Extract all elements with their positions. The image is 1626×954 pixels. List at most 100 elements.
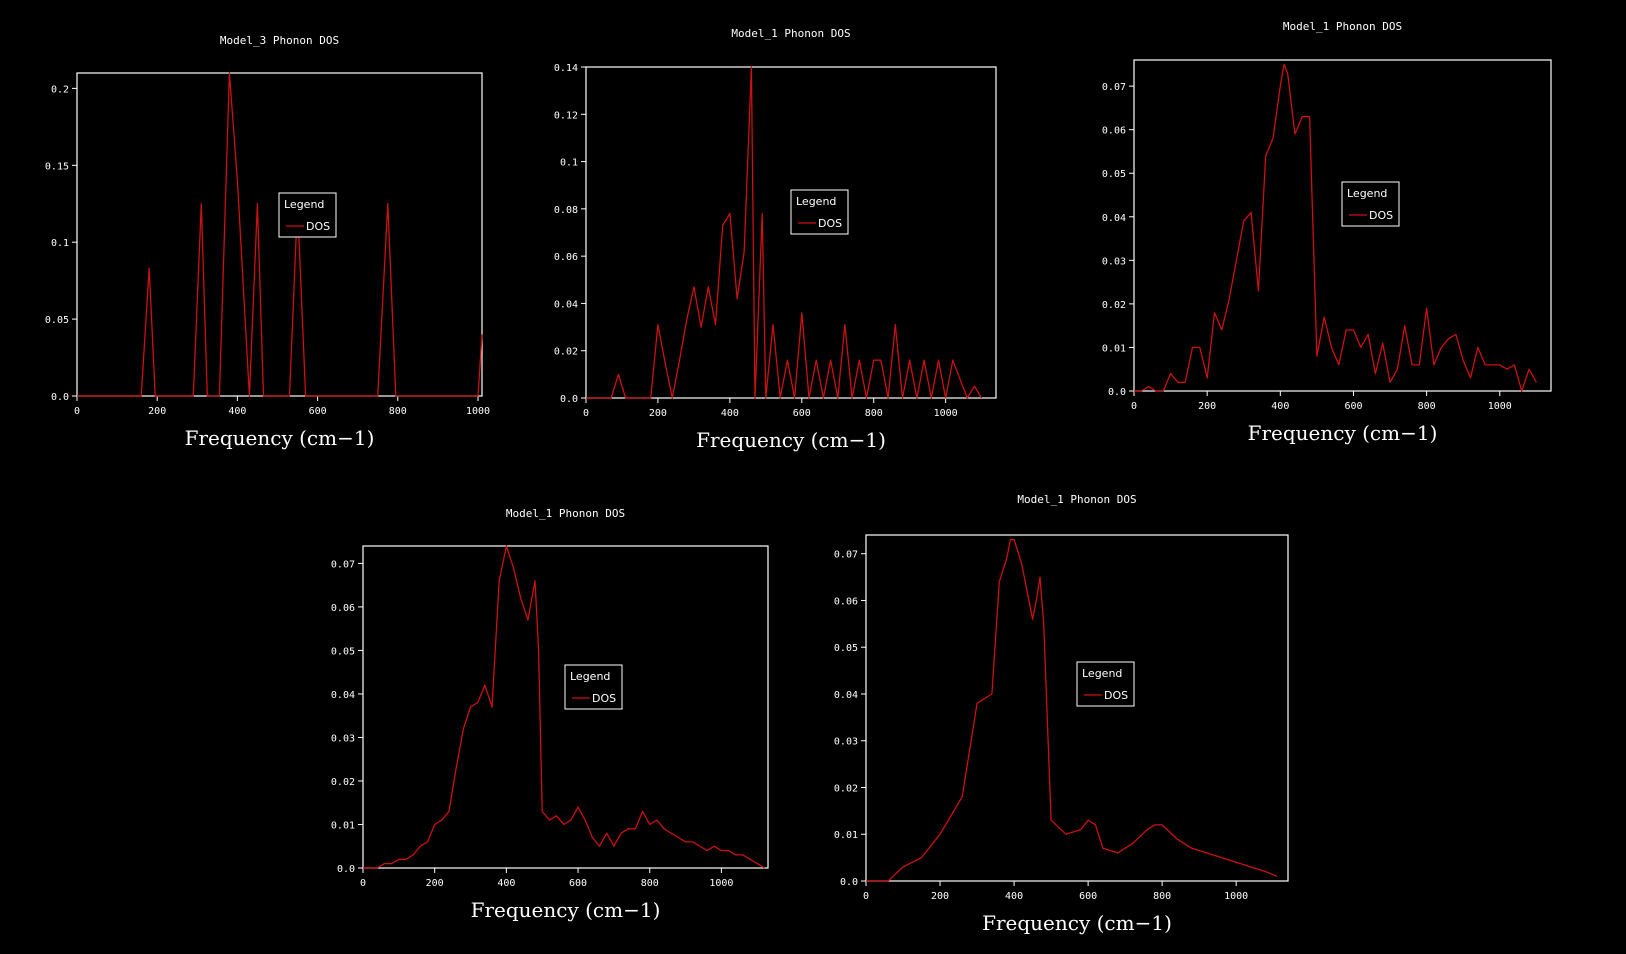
y-tick-label: 0.1 — [51, 238, 69, 249]
x-tick-label: 200 — [649, 408, 667, 419]
y-tick-label: 0.02 — [1102, 300, 1126, 311]
series-line-dos — [866, 539, 1278, 882]
y-tick-label: 0.05 — [45, 315, 69, 326]
x-tick-label: 400 — [1005, 891, 1023, 902]
y-tick-label: 0.0 — [560, 394, 578, 405]
x-tick-label: 200 — [148, 406, 166, 417]
legend-box — [278, 192, 337, 238]
y-tick-label: 0.06 — [834, 596, 858, 607]
legend: Legend DOS — [1076, 661, 1135, 707]
plot-frame — [362, 545, 769, 869]
x-tick-label: 400 — [497, 878, 515, 889]
legend-title: Legend — [1082, 667, 1122, 680]
legend: Legend DOS — [564, 664, 623, 710]
x-tick-label: 400 — [1271, 401, 1289, 412]
y-tick-label: 0.04 — [331, 690, 355, 701]
x-tick-label: 800 — [641, 878, 659, 889]
y-tick-label: 0.06 — [554, 252, 578, 263]
legend: Legend DOS — [790, 189, 849, 235]
y-tick-label: 0.15 — [45, 161, 69, 172]
plot-frame — [865, 534, 1289, 882]
y-tick-label: 0.01 — [331, 820, 355, 831]
x-tick-label: 0 — [1131, 401, 1137, 412]
series-line-dos — [1134, 63, 1537, 392]
legend-box — [790, 189, 849, 235]
x-tick-label: 800 — [1153, 891, 1171, 902]
y-tick-label: 0.07 — [834, 550, 858, 561]
x-tick-label: 400 — [721, 408, 739, 419]
y-tick-label: 0.14 — [554, 63, 578, 74]
y-tick-label: 0.0 — [337, 864, 355, 875]
x-axis-label: Frequency (cm−1) — [696, 428, 886, 452]
plot-frame — [1133, 59, 1552, 392]
series-line-dos — [363, 545, 765, 869]
y-tick-label: 0.0 — [1108, 387, 1126, 398]
legend-box — [1341, 181, 1400, 227]
x-tick-label: 0 — [583, 408, 589, 419]
y-tick-label: 0.04 — [834, 690, 858, 701]
chart-title: Model_1 Phonon DOS — [506, 507, 625, 520]
x-tick-label: 800 — [1418, 401, 1436, 412]
y-tick-label: 0.07 — [1102, 82, 1126, 93]
y-tick-label: 0.0 — [840, 877, 858, 888]
x-tick-label: 1000 — [1488, 401, 1512, 412]
y-tick-label: 0.03 — [834, 737, 858, 748]
legend-title: Legend — [570, 670, 610, 683]
legend-label: DOS — [818, 217, 842, 230]
chart-title: Model_3 Phonon DOS — [220, 34, 339, 47]
x-tick-label: 0 — [360, 878, 366, 889]
legend-label: DOS — [306, 220, 330, 233]
x-tick-label: 600 — [569, 878, 587, 889]
legend-title: Legend — [1347, 187, 1387, 200]
legend-label: DOS — [592, 692, 616, 705]
legend-title: Legend — [796, 195, 836, 208]
y-tick-label: 0.06 — [1102, 126, 1126, 137]
x-tick-label: 600 — [1344, 401, 1362, 412]
y-tick-label: 0.02 — [554, 347, 578, 358]
x-tick-label: 0 — [863, 891, 869, 902]
x-tick-label: 800 — [865, 408, 883, 419]
x-tick-label: 400 — [228, 406, 246, 417]
x-axis-label: Frequency (cm−1) — [185, 426, 375, 450]
y-tick-label: 0.01 — [1102, 343, 1126, 354]
y-tick-label: 0.07 — [331, 559, 355, 570]
chart-1: Model_3 Phonon DOS 0 200 400 600 800 1000 0.0 0.… — [45, 34, 490, 450]
x-axis-label: Frequency (cm−1) — [1248, 421, 1438, 445]
x-axis-label: Frequency (cm−1) — [471, 898, 661, 922]
y-tick-label: 0.05 — [331, 646, 355, 657]
y-tick-label: 0.04 — [1102, 213, 1126, 224]
x-tick-label: 600 — [793, 408, 811, 419]
legend-box — [1076, 661, 1135, 707]
series-line-dos — [586, 66, 983, 399]
y-tick-label: 0.0 — [51, 392, 69, 403]
y-tick-label: 0.2 — [51, 84, 69, 95]
y-tick-label: 0.03 — [331, 733, 355, 744]
y-tick-label: 0.1 — [560, 158, 578, 169]
legend: Legend DOS — [1341, 181, 1400, 227]
x-tick-label: 800 — [389, 406, 407, 417]
y-tick-label: 0.05 — [834, 643, 858, 654]
legend-label: DOS — [1104, 689, 1128, 702]
x-tick-label: 1000 — [466, 406, 490, 417]
chart-3: Model_1 Phonon DOS 0 200 400 600 800 1000 0.0 0.… — [1102, 20, 1552, 445]
y-tick-label: 0.01 — [834, 830, 858, 841]
legend: Legend DOS — [278, 192, 337, 238]
x-axis-label: Frequency (cm−1) — [982, 911, 1172, 935]
x-tick-label: 200 — [931, 891, 949, 902]
legend-title: Legend — [284, 198, 324, 211]
y-tick-label: 0.02 — [331, 777, 355, 788]
y-tick-label: 0.08 — [554, 205, 578, 216]
y-tick-label: 0.06 — [331, 603, 355, 614]
legend-label: DOS — [1369, 209, 1393, 222]
x-tick-label: 600 — [309, 406, 327, 417]
y-tick-label: 0.02 — [834, 783, 858, 794]
x-tick-label: 1000 — [709, 878, 733, 889]
x-tick-label: 0 — [74, 406, 80, 417]
y-tick-label: 0.12 — [554, 110, 578, 121]
x-tick-label: 600 — [1079, 891, 1097, 902]
x-tick-label: 1000 — [934, 408, 958, 419]
x-tick-label: 1000 — [1224, 891, 1248, 902]
chart-title: Model_1 Phonon DOS — [1283, 20, 1402, 33]
x-tick-label: 200 — [1198, 401, 1216, 412]
